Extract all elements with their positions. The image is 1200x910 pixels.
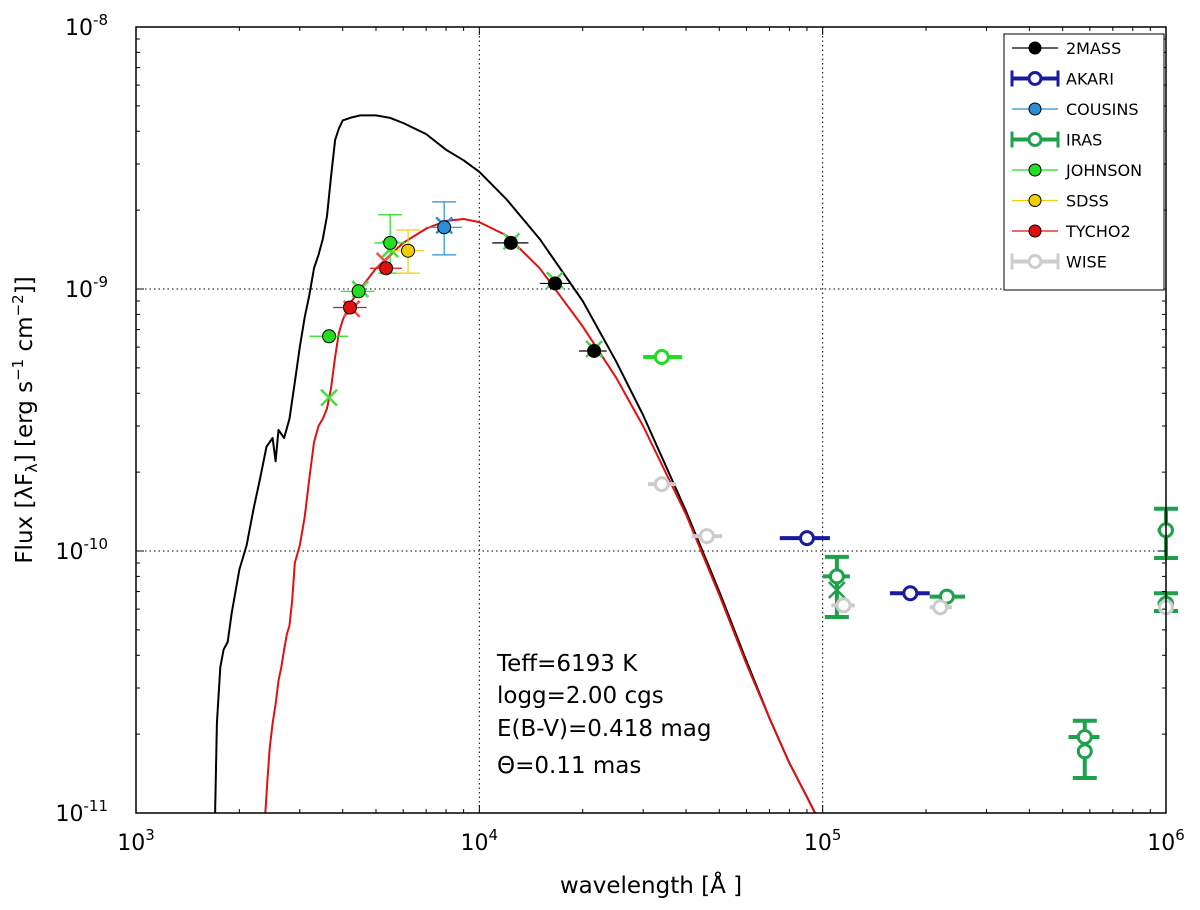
y-tick-label-base: 10 bbox=[65, 278, 93, 303]
data-point-filled bbox=[383, 235, 398, 250]
annotation-teff: Teff=6193 K bbox=[496, 651, 638, 677]
legend-label: IRAS bbox=[1066, 131, 1102, 150]
data-point-filled bbox=[379, 261, 394, 276]
legend-label: JOHNSON bbox=[1065, 161, 1142, 180]
legend-swatch-marker bbox=[1028, 41, 1042, 55]
y-axis-label-exp-1: −1 bbox=[9, 359, 27, 381]
annotation-logg: logg=2.00 cgs bbox=[497, 683, 664, 709]
x-tick-label-base: 10 bbox=[1147, 831, 1175, 856]
x-tick-label: 103 bbox=[117, 826, 155, 856]
plot-frame bbox=[135, 26, 1167, 814]
synthetic-cross-b bbox=[320, 388, 338, 407]
data-point-open bbox=[932, 599, 949, 616]
y-tick-label-base: 10 bbox=[56, 802, 84, 827]
data-point-open bbox=[1076, 743, 1093, 760]
x-tick-label-base: 10 bbox=[804, 831, 832, 856]
y-axis-label: Flux [λFλ] [erg s−1 cm−2]] bbox=[9, 276, 41, 563]
y-tick-label-exp: -9 bbox=[93, 273, 108, 291]
data-point-open bbox=[698, 528, 715, 545]
y-tick-label-base: 10 bbox=[56, 540, 84, 565]
y-tick-label: 10-9 bbox=[65, 273, 108, 303]
x-tick-label-exp: 6 bbox=[1175, 826, 1185, 844]
y-tick-label-exp: -8 bbox=[93, 11, 108, 29]
x-tick-label-exp: 3 bbox=[145, 826, 155, 844]
y-axis-label-part-4: ]] bbox=[12, 276, 38, 294]
data-point-open bbox=[653, 476, 670, 493]
legend-swatch-marker bbox=[1027, 71, 1043, 86]
x-tick-label: 104 bbox=[461, 826, 499, 856]
data-point-filled bbox=[401, 243, 416, 258]
x-tick-label: 105 bbox=[804, 826, 842, 856]
legend-swatch-marker bbox=[1027, 254, 1043, 269]
x-tick-label-exp: 4 bbox=[489, 826, 499, 844]
y-axis-label-exp-2: −2 bbox=[9, 294, 27, 316]
data-point-filled bbox=[437, 220, 452, 235]
legend-label: WISE bbox=[1066, 253, 1107, 272]
legend-swatch-marker bbox=[1028, 163, 1042, 177]
data-point-open bbox=[1076, 729, 1093, 746]
legend-label: SDSS bbox=[1066, 192, 1109, 211]
data-point-filled bbox=[587, 343, 602, 358]
legend-swatch-marker bbox=[1028, 194, 1042, 207]
legend-label: AKARI bbox=[1066, 70, 1114, 89]
data-point-open bbox=[902, 585, 919, 602]
x-axis-label: wavelength [Å ] bbox=[560, 871, 742, 899]
model-intrinsic-curve bbox=[214, 114, 816, 814]
data-point-filled bbox=[548, 276, 563, 291]
y-tick-label-exp: -10 bbox=[84, 535, 109, 553]
fit-annotation: Teff=6193 K logg=2.00 cgs E(B-V)=0.418 m… bbox=[496, 651, 711, 779]
data-point-open bbox=[828, 568, 845, 585]
annotation-theta: Θ=0.11 mas bbox=[497, 753, 641, 779]
data-point-open bbox=[835, 597, 852, 614]
legend-label: 2MASS bbox=[1066, 39, 1121, 58]
y-tick-label: 10-8 bbox=[65, 11, 108, 41]
x-tick-label-base: 10 bbox=[117, 831, 145, 856]
y-axis-label-part-1: Flux [λF bbox=[12, 473, 38, 564]
legend-swatch-marker bbox=[1027, 132, 1043, 147]
y-tick-label-exp: -11 bbox=[84, 797, 109, 815]
y-axis-label-subscript: λ bbox=[22, 463, 41, 472]
annotation-ebv: E(B-V)=0.418 mag bbox=[497, 716, 711, 742]
y-axis-label-part-2: ] [erg s bbox=[12, 381, 38, 463]
model-reddened-curve bbox=[264, 218, 816, 814]
legend-label: TYCHO2 bbox=[1065, 222, 1131, 241]
legend-swatch-marker bbox=[1028, 102, 1042, 116]
y-tick-label: 10-10 bbox=[56, 535, 109, 565]
y-axis-label-part-3: cm bbox=[12, 316, 38, 358]
data-point-filled bbox=[351, 284, 366, 299]
data-point-open bbox=[653, 349, 670, 366]
synthetic-markers bbox=[320, 216, 846, 599]
legend: 2MASS AKARI COUSINS IRAS JOHNSON SDSS TYCHO2 WI… bbox=[1003, 33, 1165, 291]
grid bbox=[136, 27, 1166, 813]
x-tick-label-exp: 5 bbox=[832, 826, 842, 844]
legend-label: COUSINS bbox=[1066, 100, 1138, 119]
model-curves bbox=[214, 114, 816, 814]
legend-swatch-marker bbox=[1028, 224, 1042, 238]
data-point-open bbox=[798, 530, 815, 547]
y-tick-label: 10-11 bbox=[56, 797, 109, 827]
data-point-filled bbox=[322, 329, 337, 344]
x-tick-label: 106 bbox=[1147, 826, 1185, 856]
data-point-filled bbox=[342, 300, 357, 315]
data-point-filled bbox=[503, 235, 518, 250]
y-tick-label-base: 10 bbox=[65, 16, 93, 41]
x-tick-label-base: 10 bbox=[461, 831, 489, 856]
